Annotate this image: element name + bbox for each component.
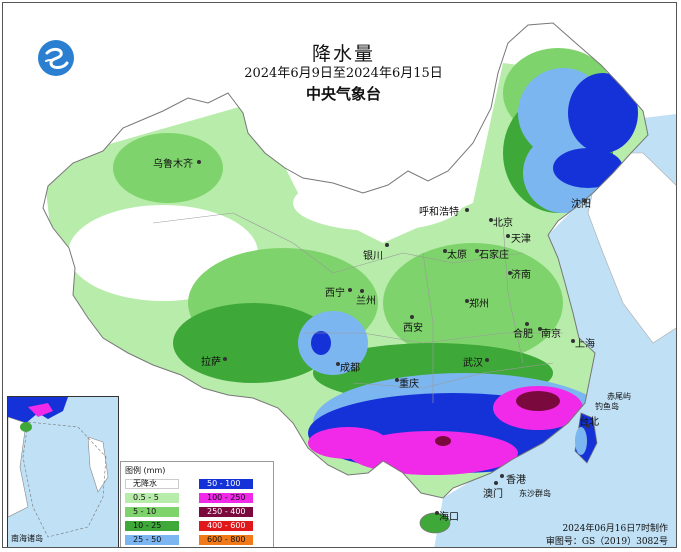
legend-swatch bbox=[125, 521, 179, 531]
city-label-beijing: 北京 bbox=[493, 218, 513, 229]
city-dot bbox=[500, 474, 504, 478]
legend-swatch bbox=[199, 535, 253, 545]
city-label-xining: 西宁 bbox=[325, 288, 345, 299]
city-label-chengdu: 成都 bbox=[340, 363, 360, 374]
inset-label: 南海诸岛 bbox=[11, 534, 43, 543]
city-dot bbox=[410, 315, 414, 319]
legend-item: 250 - 400 bbox=[199, 507, 269, 517]
legend-item: 25 - 50 bbox=[125, 535, 195, 545]
legend-swatch bbox=[125, 479, 179, 489]
city-label-shenyang: 沈阳 bbox=[571, 199, 591, 210]
city-dot bbox=[395, 378, 399, 382]
city-label-xian: 西安 bbox=[403, 323, 423, 334]
map-title: 降水量 bbox=[311, 43, 375, 65]
legend-swatch bbox=[125, 535, 179, 545]
city-dot bbox=[489, 218, 493, 222]
agency-name: 中央气象台 bbox=[305, 85, 381, 103]
legend-label: 250 - 400 bbox=[207, 507, 246, 516]
legend-item: 50 - 100 bbox=[199, 479, 269, 489]
legend-item: 无降水 bbox=[125, 479, 195, 489]
city-label-hefei: 合肥 bbox=[513, 329, 533, 340]
legend-label: 5 - 10 bbox=[133, 507, 157, 516]
legend-label: 25 - 50 bbox=[133, 535, 162, 544]
city-dot bbox=[485, 358, 489, 362]
legend-swatch bbox=[199, 479, 253, 489]
city-label-macau: 澳门 bbox=[483, 489, 503, 500]
city-label-wuhan: 武汉 bbox=[463, 358, 483, 369]
city-dot bbox=[506, 234, 510, 238]
city-label-taiyuan: 太原 bbox=[447, 250, 467, 261]
legend-item: 400 - 600 bbox=[199, 521, 269, 531]
legend-item: 5 - 10 bbox=[125, 507, 195, 517]
city-dot bbox=[223, 357, 227, 361]
legend: 图例 (mm) 无降水 50 - 100 0.5 - 5 100 - 250 5… bbox=[120, 461, 274, 547]
city-dot bbox=[586, 424, 590, 428]
legend-title: 图例 (mm) bbox=[125, 466, 166, 475]
legend-label: 无降水 bbox=[133, 479, 157, 488]
legend-item: 0.5 - 5 bbox=[125, 493, 195, 503]
city-dot bbox=[494, 481, 498, 485]
city-label-yinchuan: 银川 bbox=[363, 251, 383, 262]
city-dot bbox=[583, 199, 587, 203]
city-dot bbox=[348, 288, 352, 292]
city-dot bbox=[538, 327, 542, 331]
city-dot bbox=[435, 511, 439, 515]
precipitation-map bbox=[3, 3, 676, 547]
legend-item: 100 - 250 bbox=[199, 493, 269, 503]
city-label-haikou: 海口 bbox=[439, 512, 459, 523]
city-label-zhengzhou: 郑州 bbox=[469, 299, 489, 310]
legend-label: 600 - 800 bbox=[207, 535, 246, 544]
city-label-urumqi: 乌鲁木齐 bbox=[153, 159, 193, 170]
city-label-hohhot: 呼和浩特 bbox=[419, 207, 459, 218]
island-label-diaoyudao: 钓鱼岛 bbox=[595, 402, 619, 411]
legend-swatch bbox=[125, 493, 179, 503]
city-label-lanzhou: 兰州 bbox=[356, 296, 376, 307]
date-range: 2024年6月9日至2024年6月15日 bbox=[244, 66, 443, 81]
city-dot bbox=[465, 208, 469, 212]
island-label-dongsha: 东沙群岛 bbox=[519, 489, 551, 498]
production-time: 2024年06月16日7时制作 bbox=[562, 524, 668, 534]
city-dot bbox=[508, 271, 512, 275]
city-dot bbox=[465, 299, 469, 303]
city-label-hongkong: 香港 bbox=[506, 475, 526, 486]
legend-swatch bbox=[199, 507, 253, 517]
legend-swatch bbox=[199, 493, 253, 503]
city-label-nanjing: 南京 bbox=[541, 329, 561, 340]
island-label-chiweiyu: 赤尾屿 bbox=[607, 392, 631, 401]
legend-label: 400 - 600 bbox=[207, 521, 246, 530]
inset-map bbox=[8, 397, 109, 538]
legend-item: 10 - 25 bbox=[125, 521, 195, 531]
city-dot bbox=[475, 249, 479, 253]
city-label-lhasa: 拉萨 bbox=[201, 357, 221, 368]
city-label-chongqing: 重庆 bbox=[399, 379, 419, 390]
legend-label: 100 - 250 bbox=[207, 493, 246, 502]
city-dot bbox=[385, 243, 389, 247]
city-dot bbox=[525, 322, 529, 326]
legend-swatch bbox=[199, 521, 253, 531]
city-label-jinan: 济南 bbox=[511, 270, 531, 281]
city-dot bbox=[336, 362, 340, 366]
city-dot bbox=[197, 160, 201, 164]
legend-label: 10 - 25 bbox=[133, 521, 162, 530]
approval-number: 审图号：GS（2019）3082号 bbox=[545, 537, 668, 547]
legend-item: 600 - 800 bbox=[199, 535, 269, 545]
city-label-taipei: 台北 bbox=[579, 417, 599, 428]
legend-label: 0.5 - 5 bbox=[133, 493, 159, 502]
city-dot bbox=[360, 289, 364, 293]
city-dot bbox=[443, 249, 447, 253]
legend-swatch bbox=[125, 507, 179, 517]
legend-label: 50 - 100 bbox=[207, 479, 241, 488]
city-dot bbox=[571, 339, 575, 343]
city-label-shijiazhuang: 石家庄 bbox=[479, 250, 509, 261]
city-label-tianjin: 天津 bbox=[511, 234, 531, 245]
city-label-shanghai: 上海 bbox=[575, 339, 595, 350]
cma-logo-icon bbox=[38, 40, 74, 76]
south-china-sea-inset: 南海诸岛 bbox=[7, 396, 119, 547]
